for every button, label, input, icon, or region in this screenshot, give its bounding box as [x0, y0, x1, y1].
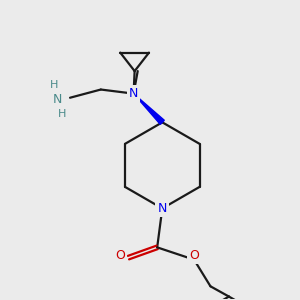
Text: H: H: [58, 109, 66, 119]
Polygon shape: [134, 94, 164, 124]
Text: H: H: [50, 80, 58, 90]
Text: N: N: [129, 87, 138, 100]
Text: N: N: [53, 93, 62, 106]
Text: N: N: [158, 202, 167, 215]
Text: O: O: [115, 249, 125, 262]
Text: O: O: [189, 249, 199, 262]
